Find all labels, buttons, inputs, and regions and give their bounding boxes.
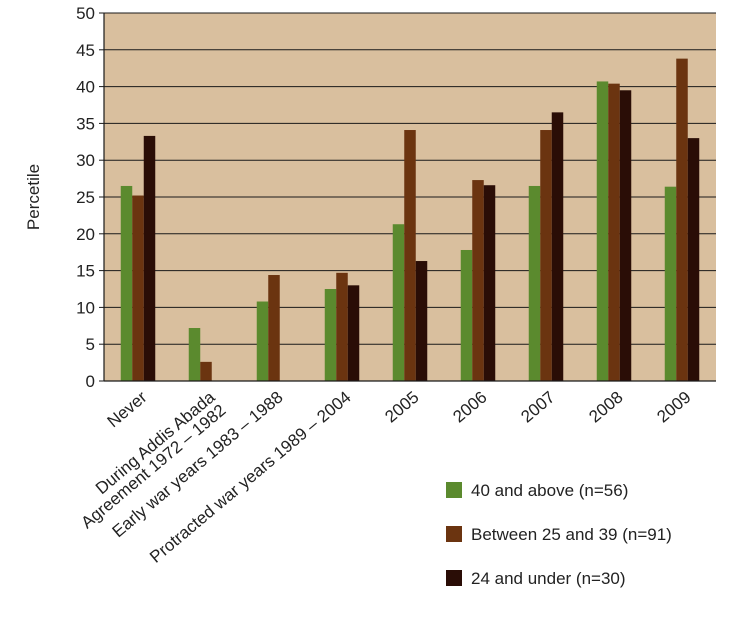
bar — [268, 275, 280, 381]
bar — [551, 112, 564, 382]
x-tick-label: 2009 — [653, 388, 694, 427]
y-tick-label: 30 — [76, 151, 95, 170]
bars — [120, 58, 700, 382]
bar — [256, 301, 269, 381]
bar — [608, 83, 620, 381]
bar — [483, 185, 496, 381]
bar — [404, 130, 416, 381]
legend-swatch — [446, 482, 462, 498]
bar — [188, 328, 201, 381]
y-tick-label: 20 — [76, 225, 95, 244]
x-tick-label: 2008 — [585, 388, 626, 427]
y-tick-label: 40 — [76, 78, 95, 97]
bar — [200, 361, 212, 381]
bar — [336, 272, 348, 381]
x-tick-label: Never — [104, 387, 151, 431]
bar — [540, 130, 552, 381]
y-axis-title: Percetile — [24, 164, 43, 230]
bar — [619, 90, 632, 381]
x-tick-label: 2007 — [517, 388, 558, 427]
y-tick-label: 15 — [76, 262, 95, 281]
bar — [415, 261, 428, 381]
bar — [664, 186, 677, 381]
x-tick-label: 2005 — [381, 388, 422, 427]
y-tick-label: 50 — [76, 4, 95, 23]
y-tick-label: 35 — [76, 114, 95, 133]
y-tick-label: 5 — [86, 335, 95, 354]
bar — [596, 81, 609, 381]
legend-label: 40 and above (n=56) — [471, 481, 628, 500]
legend-label: 24 and under (n=30) — [471, 569, 626, 588]
bar — [528, 185, 541, 381]
bar — [324, 289, 337, 381]
y-tick-label: 45 — [76, 41, 95, 60]
bar — [392, 224, 405, 381]
y-tick-labels: 0 5 10 15 20 25 30 35 40 45 50 — [76, 4, 104, 391]
x-tick-label: 2006 — [449, 388, 490, 427]
y-tick-label: 0 — [86, 372, 95, 391]
bar — [132, 195, 144, 381]
bar — [143, 135, 156, 381]
bar — [120, 185, 133, 381]
legend: 40 and above (n=56) Between 25 and 39 (n=… — [446, 481, 672, 588]
y-tick-label: 10 — [76, 298, 95, 317]
y-tick-label: 25 — [76, 188, 95, 207]
bar — [687, 138, 700, 381]
bar — [460, 249, 473, 381]
legend-label: Between 25 and 39 (n=91) — [471, 525, 672, 544]
legend-swatch — [446, 526, 462, 542]
bar — [472, 180, 484, 381]
bar — [676, 58, 688, 382]
legend-swatch — [446, 570, 462, 586]
bar — [347, 285, 360, 381]
